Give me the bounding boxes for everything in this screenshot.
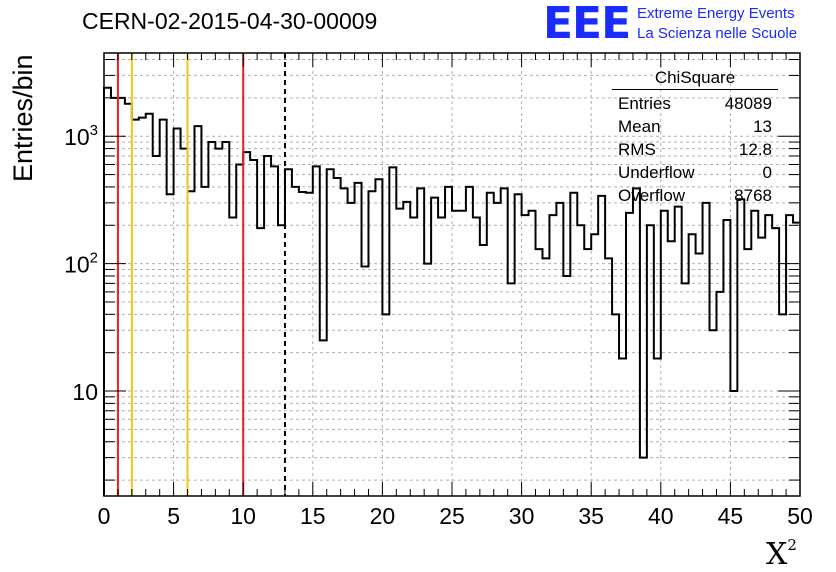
x-axis-label: X2 xyxy=(766,536,797,572)
stats-row: Mean 13 xyxy=(612,115,778,138)
x-tick-label: 50 xyxy=(787,503,813,529)
stats-label: Underflow xyxy=(618,163,695,182)
y-tick-label-base: 10 xyxy=(64,124,90,150)
stats-label: Mean xyxy=(618,117,661,136)
y-tick-label: 103 xyxy=(64,122,98,150)
y-axis-label: Entries/bin xyxy=(8,54,38,182)
histogram-series xyxy=(103,86,800,496)
stats-value: 13 xyxy=(753,117,772,136)
x-tick-label: 45 xyxy=(718,503,744,529)
x-axis-label-exponent: 2 xyxy=(787,536,797,554)
stats-row: Underflow 0 xyxy=(612,161,778,184)
x-tick-label: 30 xyxy=(509,503,535,529)
y-tick-label: 10 xyxy=(72,379,98,405)
x-tick-label: 0 xyxy=(98,503,111,529)
stats-title: ChiSquare xyxy=(612,68,778,90)
x-tick-label: 15 xyxy=(300,503,326,529)
stats-label: Entries xyxy=(618,94,671,113)
y-tick-label-base: 10 xyxy=(64,252,90,278)
stats-value: 48089 xyxy=(724,94,772,113)
plot-title: CERN-02-2015-04-30-00009 xyxy=(82,8,378,34)
x-tick-label: 35 xyxy=(578,503,604,529)
logo-line-1: Extreme Energy Events xyxy=(637,5,795,22)
x-tick-label: 25 xyxy=(439,503,465,529)
x-axis-label-base: X xyxy=(766,537,788,572)
stats-row: RMS 12.8 xyxy=(612,138,778,161)
eee-logo: EEE xyxy=(543,0,631,49)
stats-label: RMS xyxy=(618,140,656,159)
x-tick-label: 40 xyxy=(648,503,674,529)
x-tick-label: 5 xyxy=(167,503,180,529)
y-tick-label-base: 10 xyxy=(72,379,98,405)
y-tick-label-exponent: 2 xyxy=(90,250,98,267)
stats-value: 8768 xyxy=(734,186,772,205)
logo-line-2: La Scienza nelle Scuole xyxy=(637,25,798,42)
y-tick-label: 102 xyxy=(64,250,98,278)
y-tick-label-exponent: 3 xyxy=(90,122,98,139)
stats-label: Overflow xyxy=(618,186,686,205)
x-tick-label: 20 xyxy=(370,503,396,529)
stats-value: 12.8 xyxy=(738,140,772,159)
stats-row: Overflow 8768 xyxy=(612,184,778,207)
stats-row: Entries 48089 xyxy=(612,92,778,115)
stats-box: ChiSquare Entries 48089 Mean 13 RMS 12.8 Un… xyxy=(612,68,778,207)
stats-value: 0 xyxy=(762,163,772,182)
x-tick-label: 10 xyxy=(230,503,256,529)
